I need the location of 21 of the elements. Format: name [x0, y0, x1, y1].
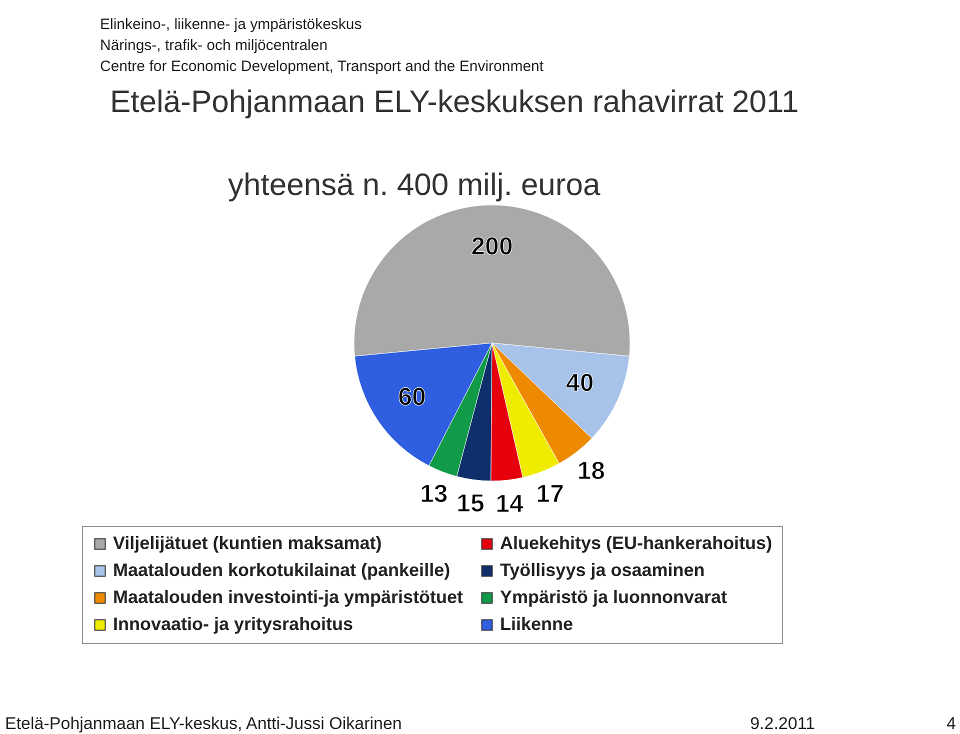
- text: Centre for Economic Development, Transport and the Environment: [100, 58, 544, 75]
- legend-label: Viljelijätuet (kuntien maksamat): [113, 533, 382, 553]
- chart-subtitle: yhteensä n. 400 milj. euroa: [228, 167, 601, 202]
- text: Elinkeino-, liikenne- ja ympäristökeskus: [100, 16, 362, 33]
- text: Närings-, trafik- och miljöcentralen: [100, 37, 328, 54]
- data-label: 60: [398, 383, 426, 412]
- legend-label: Työllisyys ja osaaminen: [500, 560, 705, 580]
- legend-label: Maatalouden investointi-ja ympäristötuet: [113, 587, 464, 607]
- data-label: 18: [577, 457, 606, 486]
- text: 9.2.2011: [750, 714, 815, 733]
- legend-label: Maatalouden korkotukilainat (pankeille): [113, 560, 450, 580]
- data-label: 40: [566, 369, 594, 398]
- legend-label: Innovaatio- ja yritysrahoitus: [113, 614, 354, 634]
- text: 4: [946, 714, 956, 733]
- data-label: 200: [471, 232, 513, 260]
- text: Etelä-Pohjanmaan ELY-keskus, Antti-Jussi Oikarinen: [5, 714, 402, 733]
- data-label: 17: [536, 480, 564, 508]
- legend-label: Liikenne: [500, 614, 574, 634]
- chart-title: Etelä-Pohjanmaan ELY-keskuksen rahavirrat 2011: [110, 84, 799, 119]
- legend-label: Ympäristö ja luonnonvarat: [500, 587, 728, 607]
- legend-label: Aluekehitys (EU-hankerahoitus): [500, 533, 772, 553]
